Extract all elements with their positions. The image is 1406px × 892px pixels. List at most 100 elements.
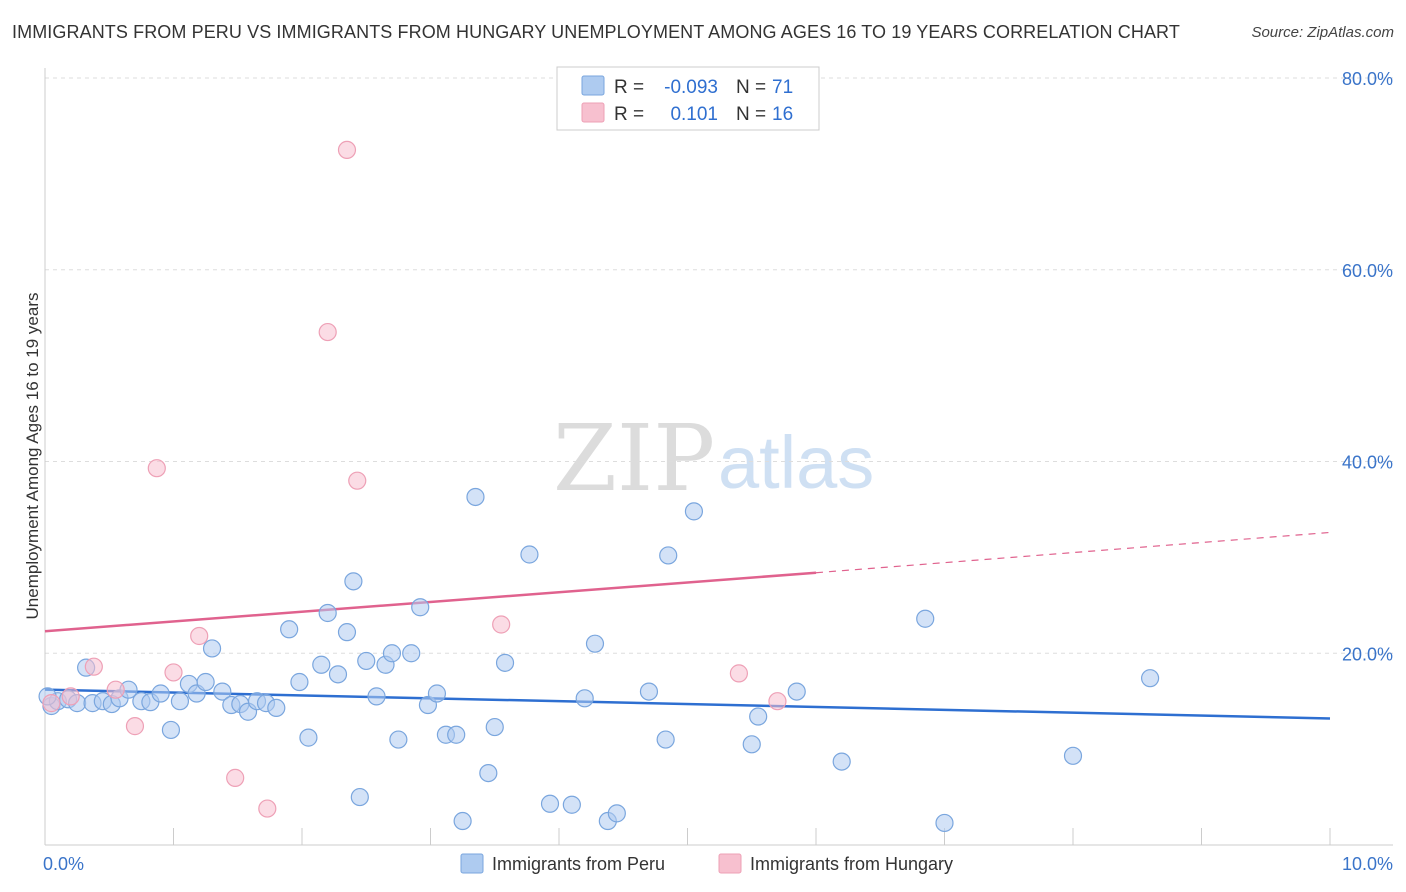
trend-lines: [44, 531, 1331, 720]
point-peru: [1063, 746, 1083, 765]
point-peru: [453, 811, 472, 831]
point-peru: [935, 813, 954, 833]
bottom-legend-swatch-peru: [460, 853, 484, 874]
legend-hungary-r-value: 0.101: [670, 104, 718, 125]
point-hungary: [164, 663, 183, 682]
point-peru: [656, 730, 675, 749]
point-peru: [787, 682, 806, 701]
point-peru: [575, 689, 594, 708]
point-hungary: [348, 471, 367, 490]
point-hungary: [729, 664, 749, 683]
point-peru: [832, 752, 851, 771]
point-hungary: [258, 799, 277, 818]
point-peru: [639, 682, 659, 701]
point-peru: [402, 644, 421, 663]
point-hungary: [190, 626, 209, 646]
point-peru: [427, 684, 447, 703]
point-peru: [312, 655, 331, 674]
point-peru: [479, 763, 498, 783]
y-tick-label-40: 40.0%: [1342, 453, 1393, 473]
point-peru: [344, 572, 363, 591]
chart-title: IMMIGRANTS FROM PERU VS IMMIGRANTS FROM …: [12, 22, 1180, 42]
bottom-legend-peru: Immigrants from Peru: [492, 854, 665, 874]
point-hungary: [147, 459, 166, 478]
y-tick-label-80: 80.0%: [1342, 69, 1393, 89]
point-hungary: [768, 692, 787, 711]
source-label: Source: ZipAtlas.com: [1251, 24, 1394, 41]
legend-hungary-n-label: N =: [736, 104, 766, 125]
point-peru: [213, 682, 232, 701]
point-peru: [749, 707, 768, 726]
trend-line-hungary: [44, 571, 817, 633]
point-hungary: [318, 322, 337, 342]
axes: [44, 68, 1393, 846]
point-peru: [267, 698, 286, 717]
point-peru: [337, 623, 357, 642]
point-hungary: [61, 687, 80, 706]
watermark-zip: ZIP: [553, 405, 715, 512]
point-peru: [916, 609, 935, 628]
point-peru: [585, 634, 605, 653]
point-peru: [290, 672, 309, 692]
watermark-atlas: atlas: [718, 421, 874, 504]
point-hungary: [226, 768, 245, 787]
x-tick-label-min: 0.0%: [43, 854, 84, 874]
point-peru: [1140, 669, 1160, 688]
y-tick-label-60: 60.0%: [1342, 261, 1393, 281]
point-hungary: [42, 694, 61, 713]
point-peru: [684, 502, 704, 521]
legend-peru-n-value: 71: [772, 77, 793, 98]
point-peru: [659, 546, 678, 565]
point-peru: [299, 728, 318, 747]
legend-hungary-r-label: R =: [614, 104, 644, 125]
point-peru: [382, 644, 402, 663]
points-hungary: [42, 140, 787, 818]
point-peru: [562, 795, 581, 814]
point-hungary: [125, 717, 145, 736]
x-tick-labels: 0.0% 10.0%: [43, 854, 1393, 874]
point-peru: [328, 665, 348, 684]
legend-hungary-n-value: 16: [772, 104, 793, 125]
point-peru: [742, 735, 761, 754]
point-hungary: [337, 140, 357, 160]
point-peru: [389, 730, 408, 749]
point-peru: [495, 653, 515, 672]
y-tick-labels: 20.0% 40.0% 60.0% 80.0%: [1342, 69, 1393, 664]
point-peru: [357, 651, 376, 671]
legend-peru-n-label: N =: [736, 77, 766, 98]
point-peru: [318, 603, 337, 623]
bottom-legend-hungary: Immigrants from Hungary: [750, 854, 953, 874]
point-peru: [411, 598, 430, 617]
point-peru: [485, 717, 504, 737]
point-peru: [466, 487, 485, 507]
legend-swatch-peru: [581, 75, 605, 96]
point-peru: [202, 639, 222, 658]
point-hungary: [84, 657, 103, 676]
point-hungary: [106, 680, 125, 699]
point-peru: [196, 672, 215, 692]
legend-swatch-hungary: [581, 102, 605, 123]
point-peru: [607, 804, 626, 823]
legend-peru-r-label: R =: [614, 77, 644, 98]
top-legend: R = -0.093 N = 71 R = 0.101 N = 16: [556, 66, 820, 131]
point-peru: [520, 545, 539, 564]
gridlines: [45, 77, 1393, 654]
point-peru: [540, 794, 560, 813]
x-tick-label-max: 10.0%: [1342, 854, 1393, 874]
point-peru: [170, 692, 190, 711]
point-peru: [367, 687, 386, 706]
bottom-legend-swatch-hungary: [718, 853, 742, 874]
y-axis-label: Unemployment Among Ages 16 to 19 years: [23, 293, 42, 620]
point-hungary: [492, 615, 511, 634]
point-peru: [161, 720, 181, 740]
legend-peru-r-value: -0.093: [664, 77, 718, 98]
point-peru: [280, 620, 299, 639]
points-peru: [38, 487, 1160, 833]
point-peru: [350, 787, 369, 807]
point-peru: [447, 725, 466, 744]
point-peru: [151, 684, 170, 703]
trend-line-hungary-extrapolated: [815, 531, 1331, 574]
y-tick-label-20: 20.0%: [1342, 644, 1393, 664]
bottom-legend: Immigrants from Peru Immigrants from Hun…: [460, 853, 953, 874]
